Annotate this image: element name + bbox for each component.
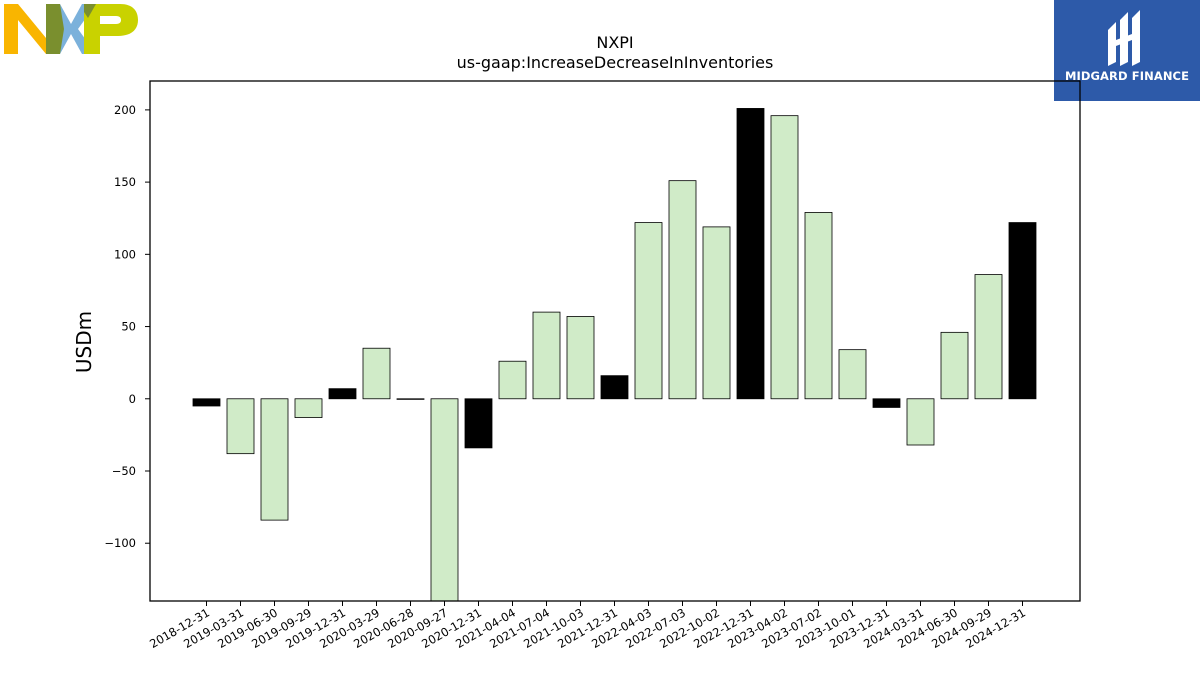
bar-2020-06-28 xyxy=(396,398,425,400)
bar-2021-04-04 xyxy=(498,360,527,400)
bar-2019-09-29 xyxy=(294,398,323,418)
bar-2022-07-03 xyxy=(668,180,697,400)
bar-2019-06-30 xyxy=(260,398,289,521)
bar-2021-12-31 xyxy=(600,375,629,400)
bar-2024-12-31 xyxy=(1008,222,1037,400)
midgard-emblem-icon xyxy=(1108,10,1140,66)
bar-2020-12-31 xyxy=(464,398,493,449)
nxp-logo xyxy=(4,4,138,54)
y-tick-label: 0 xyxy=(129,392,136,406)
bars-group xyxy=(192,108,1037,601)
y-tick-label: 200 xyxy=(114,103,136,117)
chart-title: NXPI xyxy=(596,33,634,52)
midgard-logo-text: MIDGARD FINANCE xyxy=(1064,69,1190,83)
plot-frame xyxy=(149,80,1081,602)
bar-2022-12-31 xyxy=(736,108,765,400)
bar-2021-07-04 xyxy=(532,311,561,400)
bar-2020-03-29 xyxy=(362,347,391,400)
midgard-finance-logo: MIDGARD FINANCE xyxy=(1054,0,1200,101)
y-axis: −100 −50 0 50 100 150 200 xyxy=(104,103,150,550)
bar-2019-12-31 xyxy=(328,388,357,400)
y-tick-label: 100 xyxy=(114,247,136,261)
bar-2024-03-31 xyxy=(906,398,935,446)
bar-2024-06-30 xyxy=(940,331,969,400)
bar-2019-03-31 xyxy=(226,398,255,455)
y-tick-label: 50 xyxy=(121,320,136,334)
chart-subtitle: us-gaap:IncreaseDecreaseInInventories xyxy=(456,53,774,72)
x-axis: 2018-12-312019-03-312019-06-302019-09-29… xyxy=(147,601,1028,651)
bar-2022-10-02 xyxy=(702,226,731,400)
bar-2022-04-03 xyxy=(634,222,663,400)
y-tick-label: 150 xyxy=(114,175,136,189)
y-tick-label: −100 xyxy=(104,536,136,550)
bar-2023-12-31 xyxy=(872,398,901,408)
bar-2023-07-02 xyxy=(804,212,833,400)
bar-2023-04-02 xyxy=(770,115,799,400)
bar-2018-12-31 xyxy=(192,398,221,407)
y-tick-label: −50 xyxy=(112,464,136,478)
bar-2021-10-03 xyxy=(566,316,595,400)
bar-2020-09-27 xyxy=(430,398,459,601)
bar-2024-09-29 xyxy=(974,274,1003,400)
bar-2023-10-01 xyxy=(838,349,867,400)
